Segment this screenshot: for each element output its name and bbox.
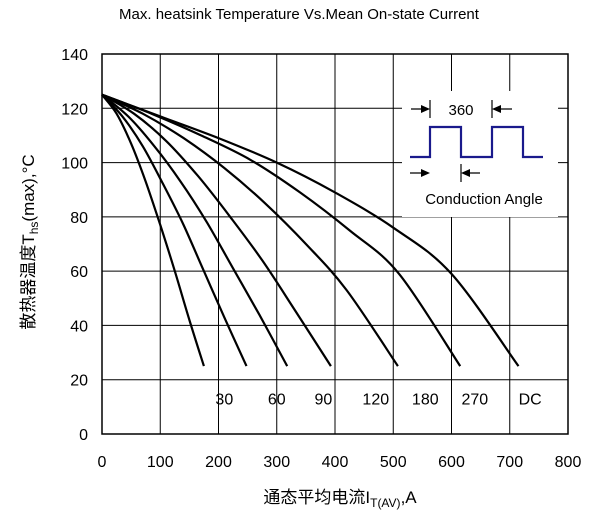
conduction-angle-inset: 360 Conduction Angle — [402, 91, 558, 217]
plot-frame — [101, 53, 569, 435]
x-tick-label: 300 — [263, 454, 290, 471]
x-tick-label: 400 — [322, 454, 349, 471]
curve-label-30: 30 — [215, 392, 233, 409]
period-arrowhead-right — [492, 105, 501, 113]
x-tick-label: 800 — [555, 454, 582, 471]
series-curves — [101, 93, 520, 367]
curve-label-90: 90 — [314, 392, 332, 409]
period-label: 360 — [448, 102, 473, 119]
period-arrowhead-left — [421, 105, 430, 113]
y-tick-labels: 0 20 40 60 80 100 120 140 — [61, 47, 88, 444]
y-tick-label: 40 — [70, 318, 88, 335]
pulse-waveform — [410, 125, 543, 159]
y-tick-label: 100 — [61, 156, 88, 173]
curve-30 — [101, 94, 205, 367]
conduction-arrowhead-left — [421, 169, 430, 177]
conduction-arrowhead-right — [461, 169, 470, 177]
curve-90 — [101, 93, 289, 367]
y-tick-label: 0 — [79, 427, 88, 444]
curve-180 — [101, 93, 399, 367]
y-tick-label: 120 — [61, 101, 88, 118]
curve-label-180: 180 — [412, 392, 439, 409]
x-tick-label: 100 — [147, 454, 174, 471]
y-tick-label: 60 — [70, 264, 88, 281]
y-tick-label: 20 — [70, 373, 88, 390]
y-tick-label: 140 — [61, 47, 88, 64]
curve-labels: 30 60 90 120 180 270 DC — [215, 392, 541, 409]
x-tick-label: 200 — [205, 454, 232, 471]
curve-60 — [101, 93, 248, 367]
x-tick-label: 600 — [438, 454, 465, 471]
curve-dc — [101, 93, 520, 367]
curve-label-120: 120 — [362, 392, 389, 409]
x-tick-label: 500 — [380, 454, 407, 471]
curve-label-dc: DC — [519, 392, 542, 409]
x-tick-label: 0 — [98, 454, 107, 471]
x-axis-label: 通态平均电流IT(AV),A — [263, 488, 417, 510]
y-tick-label: 80 — [70, 210, 88, 227]
curve-label-60: 60 — [268, 392, 286, 409]
curve-120 — [101, 93, 332, 367]
chart-title: Max. heatsink Temperature Vs.Mean On-sta… — [119, 6, 479, 23]
x-tick-labels: 0 100 200 300 400 500 600 700 800 — [98, 454, 582, 471]
x-tick-label: 700 — [496, 454, 523, 471]
conduction-angle-caption: Conduction Angle — [425, 191, 543, 208]
inset-background — [402, 91, 558, 217]
curve-label-270: 270 — [461, 392, 488, 409]
y-axis-label: 散热器温度Ths(max),°C — [19, 154, 41, 329]
